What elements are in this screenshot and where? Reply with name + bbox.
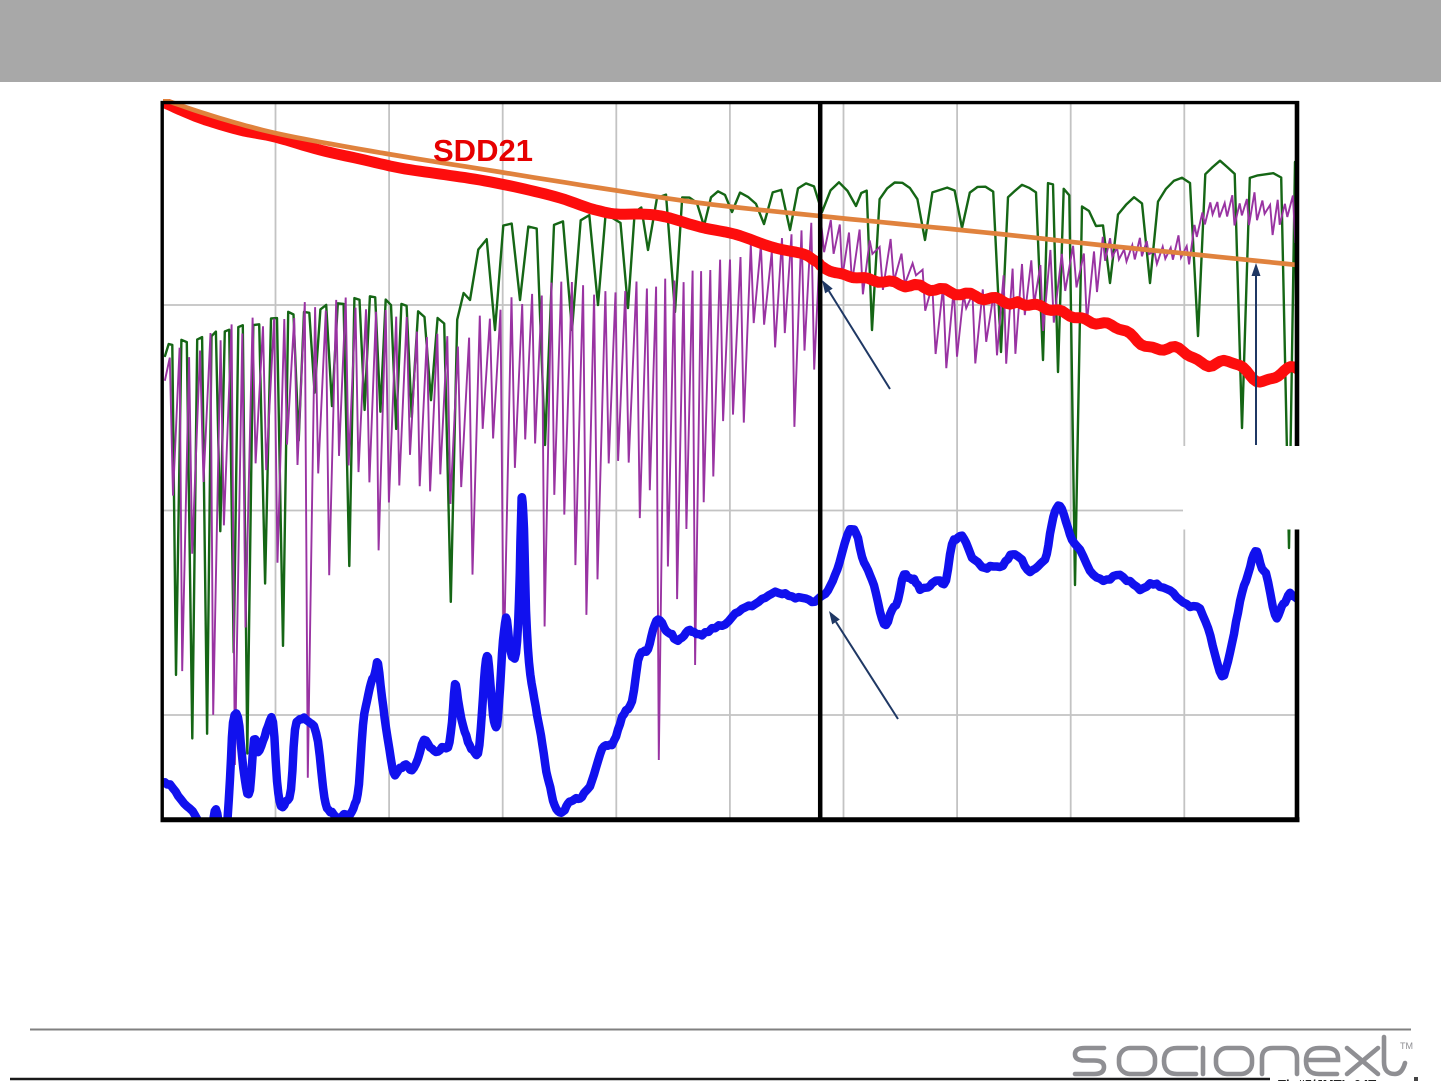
svg-text:Th.#5/JMTL-04T: Th.#5/JMTL-04T	[1278, 1077, 1376, 1081]
svg-text:TM: TM	[1400, 1041, 1413, 1051]
svg-text:SDD21: SDD21	[433, 133, 533, 168]
